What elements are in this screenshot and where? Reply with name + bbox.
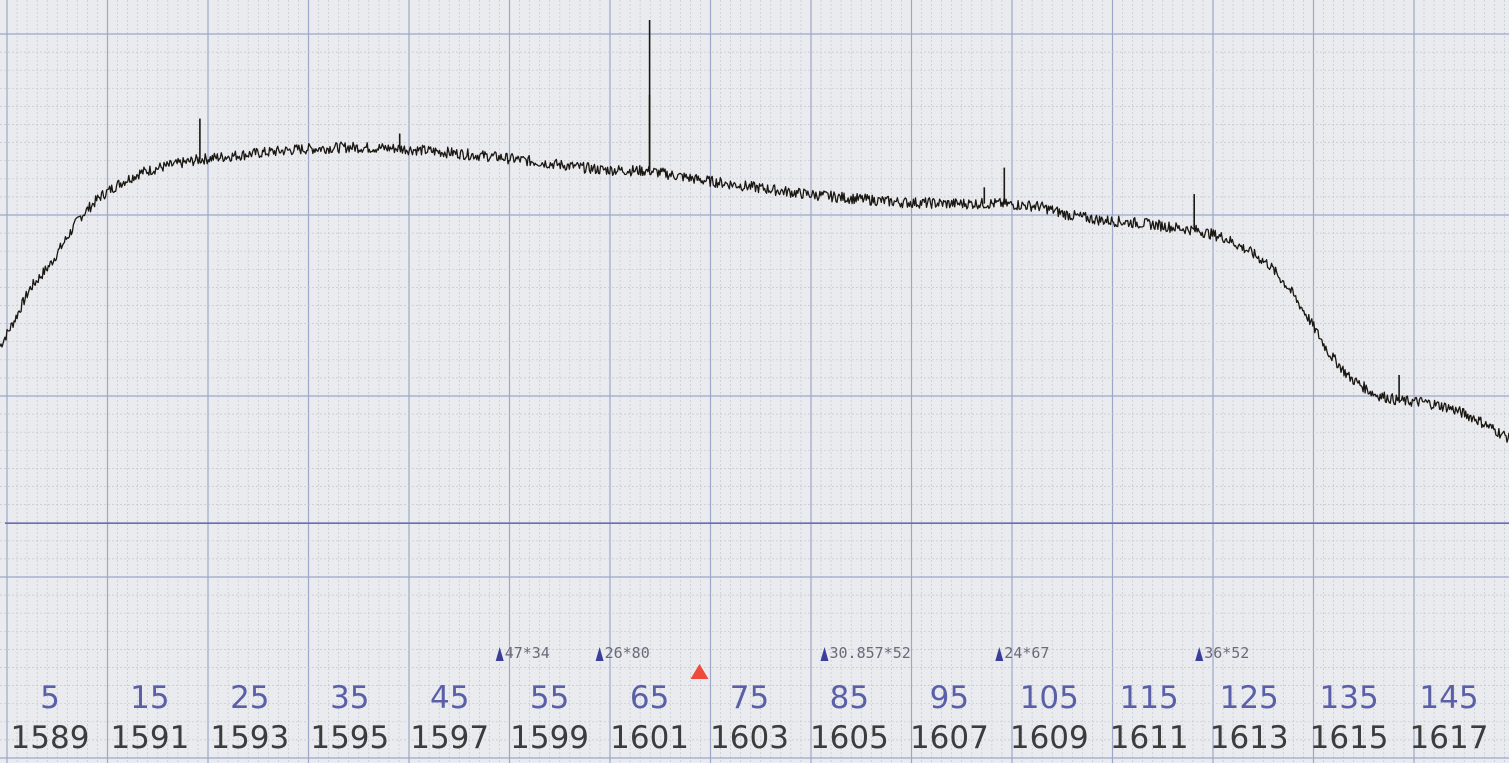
channel-tick-label: 125 — [1220, 680, 1279, 716]
marker-triangle — [1195, 647, 1204, 661]
frequency-tick-label: 1599 — [510, 720, 589, 756]
frequency-tick-label: 1617 — [1410, 720, 1489, 756]
channel-tick-label: 65 — [630, 680, 669, 716]
channel-tick-label: 55 — [530, 680, 569, 716]
frequency-tick-label: 1589 — [11, 720, 90, 756]
marker-label: 24*67 — [1004, 644, 1049, 662]
frequency-tick-label: 1611 — [1110, 720, 1189, 756]
marker-label: 36*52 — [1204, 644, 1249, 662]
channel-tick-label: 135 — [1320, 680, 1379, 716]
frequency-tick-label: 1595 — [310, 720, 389, 756]
frequency-tick-label: 1605 — [810, 720, 889, 756]
frequency-tick-label: 1593 — [210, 720, 289, 756]
marker-triangle — [995, 647, 1004, 661]
frequency-tick-label: 1601 — [610, 720, 689, 756]
marker-layer: 47*34 26*80 30.857*52 24*67 36*52 — [495, 644, 1249, 679]
channel-tick-label: 35 — [330, 680, 369, 716]
frequency-tick-label: 1613 — [1210, 720, 1289, 756]
active-marker-triangle — [690, 664, 709, 679]
frequency-tick-label: 1591 — [110, 720, 189, 756]
marker-label: 30.857*52 — [830, 644, 911, 662]
channel-tick-label: 85 — [830, 680, 869, 716]
frequency-tick-label: 1607 — [910, 720, 989, 756]
marker-triangle — [595, 647, 604, 661]
frequency-tick-label: 1615 — [1310, 720, 1389, 756]
channel-tick-label: 115 — [1120, 680, 1179, 716]
marker-triangle — [820, 647, 829, 661]
channel-tick-label: 45 — [430, 680, 469, 716]
channel-tick-label: 145 — [1419, 680, 1478, 716]
marker-triangle — [495, 647, 504, 661]
channel-tick-label: 25 — [230, 680, 269, 716]
marker-label: 26*80 — [605, 644, 650, 662]
spectrum-trace — [0, 141, 1509, 443]
frequency-tick-label: 1603 — [710, 720, 789, 756]
channel-tick-label: 95 — [930, 680, 969, 716]
frequency-tick-label: 1609 — [1010, 720, 1089, 756]
trace-layer — [0, 20, 1509, 443]
frequency-tick-label: 1597 — [410, 720, 489, 756]
channel-tick-label: 15 — [130, 680, 169, 716]
channel-tick-label: 5 — [40, 680, 60, 716]
channel-tick-label: 105 — [1020, 680, 1079, 716]
marker-label: 47*34 — [505, 644, 550, 662]
axis-labels: 5 15 25 35 45 55 65 75 85 95 105 115 125 135 145 1589 15… — [11, 680, 1489, 756]
channel-tick-label: 75 — [730, 680, 769, 716]
